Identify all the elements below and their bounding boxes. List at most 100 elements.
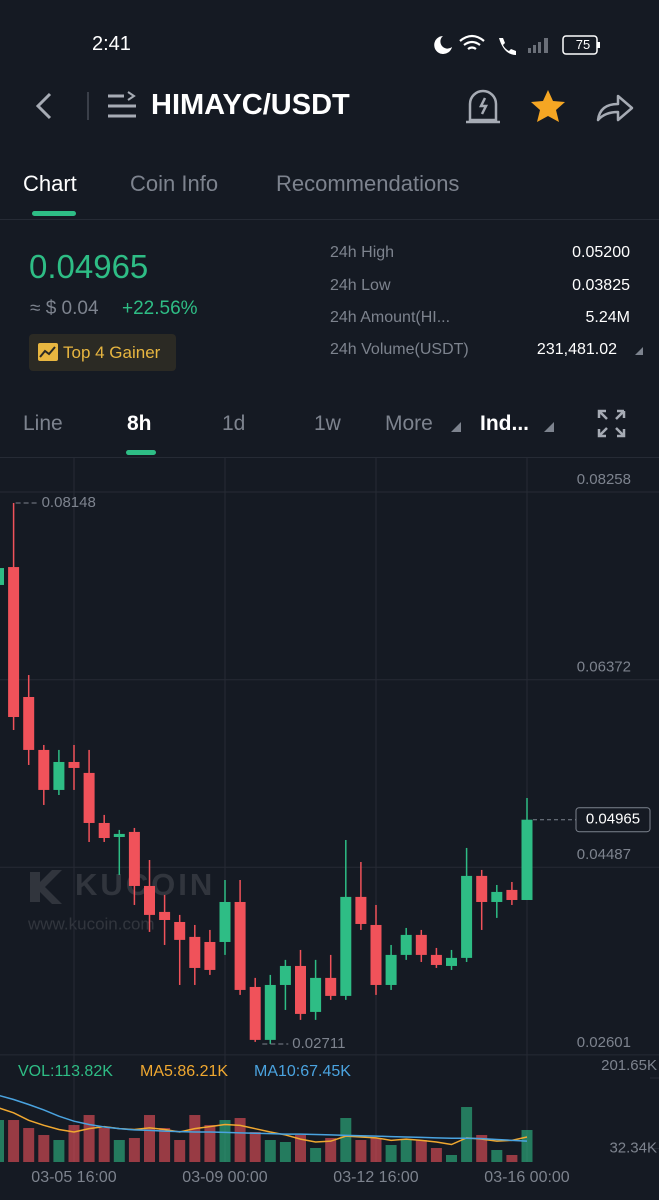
volume-bar: [355, 1140, 367, 1162]
volume-bar: [310, 1148, 322, 1162]
interval[interactable]: 1w: [314, 412, 341, 435]
volume-tick-label: 201.65K: [601, 1057, 657, 1074]
volume-bar: [340, 1118, 352, 1162]
volume-bar: [98, 1128, 110, 1162]
volume-bar: [53, 1140, 65, 1162]
x-tick-label: 03-09 00:00: [182, 1169, 268, 1186]
volume-bar: [385, 1145, 397, 1162]
favorite-button[interactable]: [531, 90, 565, 122]
candle-body: [446, 957, 457, 966]
volume-bar: [415, 1140, 427, 1162]
volume-bar: [0, 1120, 4, 1162]
candle-body: [491, 891, 503, 902]
current-price: 0.04965: [586, 811, 640, 828]
candle-body: [113, 833, 125, 838]
divider: [0, 219, 659, 220]
pair-title: HIMAYC/USDT: [151, 89, 350, 121]
x-tick-label: 03-12 16:00: [333, 1169, 419, 1186]
watermark-logo: [30, 870, 62, 904]
volume-bar: [295, 1135, 306, 1162]
stat-value: 5.24M: [585, 309, 630, 326]
dropdown-arrow[interactable]: [451, 422, 461, 432]
dropdown-arrow[interactable]: [544, 422, 554, 432]
volume-bar: [430, 1148, 442, 1162]
candle-body: [8, 567, 20, 718]
badge-text: Top 4 Gainer: [63, 343, 161, 362]
stat-value: 0.03825: [572, 277, 630, 294]
volume-bar: [249, 1132, 261, 1162]
volume-bar: [521, 1130, 533, 1162]
candle-body: [219, 901, 231, 942]
volume-bar: [264, 1140, 276, 1162]
volume-bar: [68, 1125, 80, 1162]
dropdown-arrow[interactable]: [634, 346, 644, 356]
volume-bar: [174, 1140, 186, 1162]
volume-bar: [144, 1115, 155, 1162]
candle-body: [23, 697, 35, 750]
candle-body: [53, 761, 65, 790]
candle-body: [340, 896, 352, 996]
interval[interactable]: Line: [23, 412, 63, 435]
stat-label: 24h Low: [330, 277, 391, 294]
status-icons: [434, 34, 600, 55]
battery-tip: [597, 42, 600, 48]
interval[interactable]: More: [385, 412, 433, 435]
badge-icon: [38, 343, 58, 361]
tab[interactable]: Recommendations: [276, 171, 460, 196]
battery-level: 75: [575, 37, 591, 52]
call-icon: [499, 38, 516, 55]
volume-bar: [370, 1138, 382, 1162]
interval[interactable]: Ind...: [480, 412, 529, 435]
candle-body: [385, 954, 397, 985]
share-button[interactable]: [596, 94, 634, 122]
candle-body: [128, 831, 140, 886]
interval-indicator: [126, 450, 156, 455]
price-change: +22.56%: [122, 298, 198, 319]
candle-body: [249, 986, 261, 1040]
min-label: 0.02711: [292, 1035, 345, 1052]
volume-bar: [325, 1138, 337, 1162]
candle-body: [264, 984, 276, 1040]
candle-body: [415, 934, 427, 955]
signal-icon: [528, 38, 548, 53]
volume-bar: [23, 1128, 35, 1162]
candle-body: [159, 911, 171, 920]
menu-button[interactable]: [108, 91, 136, 118]
volume-bar: [204, 1125, 216, 1162]
candle-body: [295, 965, 306, 1014]
volume-legend: VOL:113.82K: [18, 1063, 113, 1080]
alert-button[interactable]: [466, 89, 500, 124]
candle-body: [370, 924, 382, 985]
interval[interactable]: 8h: [127, 412, 152, 435]
interval-icons: [451, 409, 626, 438]
candle-body: [355, 896, 367, 924]
candle-body: [204, 941, 216, 970]
volume-bar: [506, 1155, 518, 1162]
volume-bar: [476, 1135, 488, 1162]
candle-body: [506, 889, 518, 900]
wifi-icon: [459, 34, 485, 50]
volume-bar: [159, 1128, 171, 1162]
stat-value: 0.05200: [572, 244, 630, 261]
price-box: [575, 807, 651, 833]
fiat-price: ≈ $ 0.04: [30, 298, 99, 319]
ma-line: [0, 1094, 528, 1142]
interval[interactable]: 1d: [222, 412, 246, 435]
tab[interactable]: Chart: [23, 171, 77, 196]
stat-label: 24h Volume(USDT): [330, 341, 469, 358]
volume-bar: [113, 1140, 125, 1162]
volume-bar: [234, 1118, 246, 1162]
fullscreen-button[interactable]: [597, 409, 626, 438]
volume-tick-label: 32.34K: [609, 1139, 657, 1156]
volume-bar: [38, 1135, 50, 1162]
back-button[interactable]: [35, 92, 52, 120]
volume-bar: [491, 1150, 503, 1162]
stat-label: 24h Amount(HI...: [330, 309, 451, 326]
candle-body: [461, 875, 473, 958]
candle-body: [279, 965, 291, 985]
candle-body: [174, 921, 186, 940]
y-tick-label: 0.04487: [577, 846, 631, 863]
tab[interactable]: Coin Info: [130, 171, 219, 196]
ma-legend: MA5:86.21K: [140, 1063, 228, 1080]
